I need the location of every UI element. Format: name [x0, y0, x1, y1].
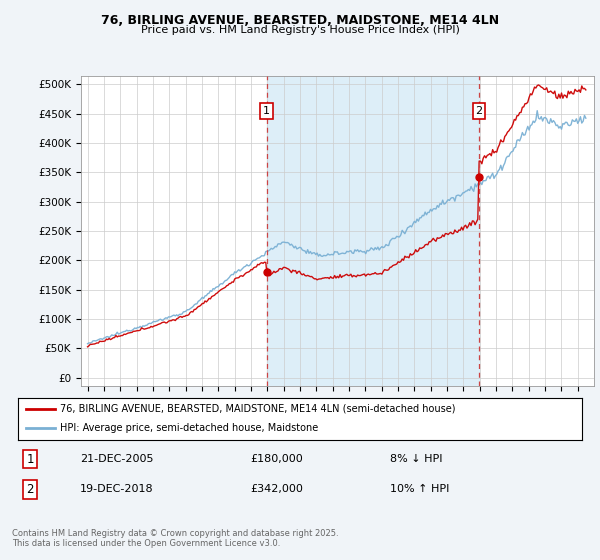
Text: £342,000: £342,000: [250, 484, 303, 494]
Text: 8% ↓ HPI: 8% ↓ HPI: [390, 454, 443, 464]
Text: 2: 2: [26, 483, 34, 496]
Text: 76, BIRLING AVENUE, BEARSTED, MAIDSTONE, ME14 4LN (semi-detached house): 76, BIRLING AVENUE, BEARSTED, MAIDSTONE,…: [60, 404, 456, 414]
Text: 76, BIRLING AVENUE, BEARSTED, MAIDSTONE, ME14 4LN: 76, BIRLING AVENUE, BEARSTED, MAIDSTONE,…: [101, 14, 499, 27]
Text: Contains HM Land Registry data © Crown copyright and database right 2025.
This d: Contains HM Land Registry data © Crown c…: [12, 529, 338, 548]
Text: 10% ↑ HPI: 10% ↑ HPI: [390, 484, 449, 494]
Text: 1: 1: [26, 452, 34, 465]
Text: Price paid vs. HM Land Registry's House Price Index (HPI): Price paid vs. HM Land Registry's House …: [140, 25, 460, 35]
Text: HPI: Average price, semi-detached house, Maidstone: HPI: Average price, semi-detached house,…: [60, 423, 319, 433]
Text: 21-DEC-2005: 21-DEC-2005: [80, 454, 154, 464]
Text: 1: 1: [263, 106, 270, 116]
Text: 2: 2: [476, 106, 483, 116]
Bar: [267, 76, 479, 386]
Text: £180,000: £180,000: [250, 454, 303, 464]
Text: 19-DEC-2018: 19-DEC-2018: [80, 484, 154, 494]
